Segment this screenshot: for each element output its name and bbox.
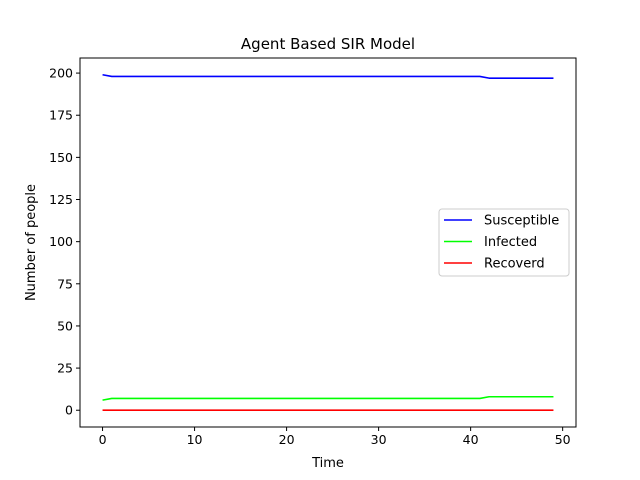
y-tick-label: 175 xyxy=(49,108,73,123)
x-tick-label: 50 xyxy=(555,432,571,447)
legend-label: Susceptible xyxy=(484,214,559,229)
y-tick-label: 100 xyxy=(49,234,73,249)
x-tick-label: 30 xyxy=(371,432,387,447)
x-tick-label: 0 xyxy=(99,432,107,447)
legend-label: Infected xyxy=(484,235,537,250)
x-tick-label: 10 xyxy=(187,432,203,447)
y-axis-label: Number of people xyxy=(24,184,39,301)
series-line-susceptible xyxy=(102,73,554,79)
series-lines xyxy=(102,73,554,412)
series-line-infected xyxy=(102,395,554,401)
y-tick-label: 25 xyxy=(57,361,73,376)
y-tick-label: 75 xyxy=(57,276,73,291)
y-tick-label: 150 xyxy=(49,150,73,165)
y-tick-label: 50 xyxy=(57,318,73,333)
axes-frame xyxy=(79,57,577,428)
legend: Susceptible Infected Recoverd xyxy=(438,208,570,277)
y-tick-label: 125 xyxy=(49,192,73,207)
y-tick-label: 200 xyxy=(49,66,73,81)
y-tick-label: 0 xyxy=(65,403,73,418)
x-axis-label: Time xyxy=(311,456,344,471)
x-tick-label: 40 xyxy=(463,432,479,447)
legend-label: Recoverd xyxy=(484,257,545,272)
y-axis: 0 25 50 75 100 125 150 175 200 xyxy=(49,66,80,418)
chart-title: Agent Based SIR Model xyxy=(241,35,415,53)
legend-box xyxy=(438,208,570,277)
x-axis: 0 10 20 30 40 50 xyxy=(99,427,571,447)
x-tick-label: 20 xyxy=(279,432,295,447)
